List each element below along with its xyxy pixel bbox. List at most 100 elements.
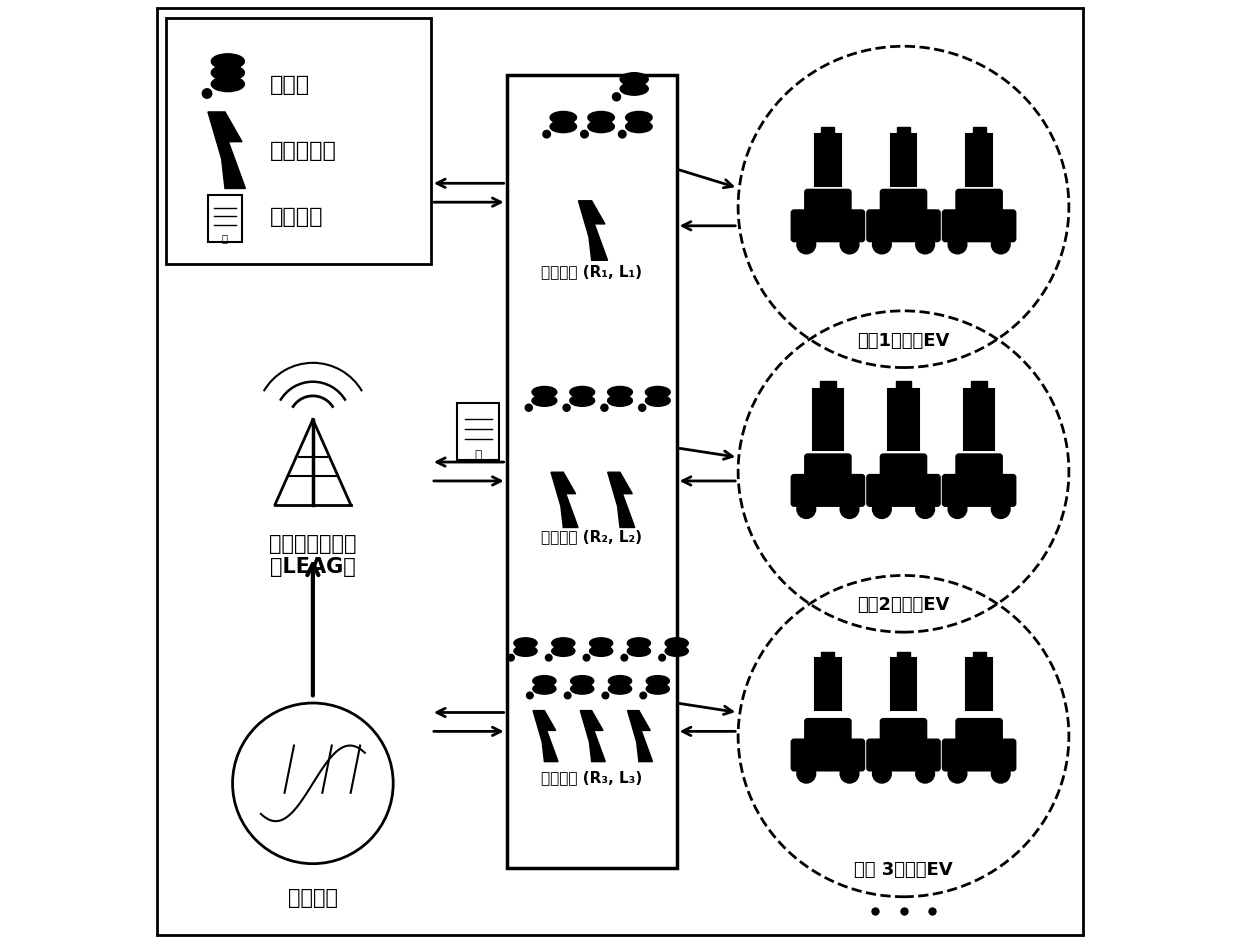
FancyBboxPatch shape [157,9,1083,935]
FancyBboxPatch shape [791,739,864,771]
FancyBboxPatch shape [895,382,911,389]
Circle shape [873,500,892,519]
FancyBboxPatch shape [963,389,994,450]
Ellipse shape [570,396,595,407]
Ellipse shape [570,683,594,695]
Text: 所需的电力: 所需的电力 [270,141,337,161]
Ellipse shape [627,638,651,649]
Text: 合同项目 (R₁, L₁): 合同项目 (R₁, L₁) [541,264,642,279]
Ellipse shape [543,131,551,139]
FancyBboxPatch shape [815,659,841,710]
Text: 合同项目 (R₂, L₂): 合同项目 (R₂, L₂) [541,529,642,544]
Ellipse shape [533,683,556,695]
Ellipse shape [627,646,651,657]
Ellipse shape [645,387,670,398]
Ellipse shape [570,676,594,686]
Text: 类型2的放电EV: 类型2的放电EV [857,596,950,614]
Circle shape [991,236,1011,255]
Ellipse shape [552,638,575,649]
Circle shape [949,765,967,784]
FancyBboxPatch shape [791,211,864,243]
Ellipse shape [620,74,649,87]
Text: 高峄时刻: 高峄时刻 [288,887,337,907]
Ellipse shape [588,122,614,133]
FancyBboxPatch shape [942,739,1016,771]
Ellipse shape [551,112,577,125]
FancyBboxPatch shape [888,389,919,450]
Ellipse shape [621,655,627,661]
Ellipse shape [603,693,609,699]
Circle shape [916,236,935,255]
FancyBboxPatch shape [812,389,843,450]
Ellipse shape [645,396,670,407]
Ellipse shape [563,405,570,412]
Ellipse shape [608,396,632,407]
Circle shape [949,500,967,519]
Circle shape [797,765,816,784]
FancyBboxPatch shape [208,196,242,243]
Ellipse shape [532,387,557,398]
Ellipse shape [589,646,613,657]
Ellipse shape [564,693,570,699]
FancyBboxPatch shape [956,719,1002,748]
Polygon shape [533,711,558,762]
Text: 🤝: 🤝 [475,449,482,462]
Ellipse shape [513,646,537,657]
FancyBboxPatch shape [791,475,864,507]
Ellipse shape [658,655,666,661]
Ellipse shape [211,55,244,70]
Ellipse shape [646,683,670,695]
FancyBboxPatch shape [821,652,835,659]
Circle shape [916,765,935,784]
Text: 🤝: 🤝 [222,233,228,244]
Ellipse shape [211,77,244,93]
FancyBboxPatch shape [820,382,836,389]
Ellipse shape [570,387,595,398]
Ellipse shape [527,693,533,699]
Ellipse shape [507,655,515,661]
Polygon shape [551,473,578,528]
Ellipse shape [583,655,590,661]
Polygon shape [580,711,605,762]
Ellipse shape [202,90,212,99]
Polygon shape [208,113,246,189]
FancyBboxPatch shape [805,191,851,219]
FancyBboxPatch shape [972,128,986,135]
Ellipse shape [546,655,552,661]
Text: 能量币: 能量币 [270,75,310,95]
Ellipse shape [640,693,646,699]
FancyBboxPatch shape [966,659,992,710]
Ellipse shape [533,676,556,686]
Circle shape [873,236,892,255]
Ellipse shape [620,83,649,96]
FancyBboxPatch shape [942,475,1016,507]
Ellipse shape [588,112,614,125]
FancyBboxPatch shape [971,382,987,389]
Circle shape [797,500,816,519]
FancyBboxPatch shape [880,719,926,748]
Circle shape [841,236,859,255]
Circle shape [873,765,892,784]
Ellipse shape [639,405,646,412]
FancyBboxPatch shape [166,19,432,264]
FancyBboxPatch shape [890,659,916,710]
Text: 类型1的放电EV: 类型1的放电EV [857,331,950,349]
FancyBboxPatch shape [897,652,910,659]
Polygon shape [627,711,652,762]
Ellipse shape [211,66,244,81]
Ellipse shape [626,122,652,133]
Ellipse shape [626,112,652,125]
FancyBboxPatch shape [972,652,986,659]
FancyBboxPatch shape [897,128,910,135]
Ellipse shape [619,131,626,139]
Text: 合同项目: 合同项目 [270,207,324,228]
FancyBboxPatch shape [956,455,1002,483]
FancyBboxPatch shape [956,191,1002,219]
Circle shape [797,236,816,255]
FancyBboxPatch shape [880,455,926,483]
FancyBboxPatch shape [867,739,940,771]
Ellipse shape [609,676,631,686]
Circle shape [991,500,1011,519]
FancyBboxPatch shape [507,76,677,868]
FancyBboxPatch shape [966,134,992,187]
